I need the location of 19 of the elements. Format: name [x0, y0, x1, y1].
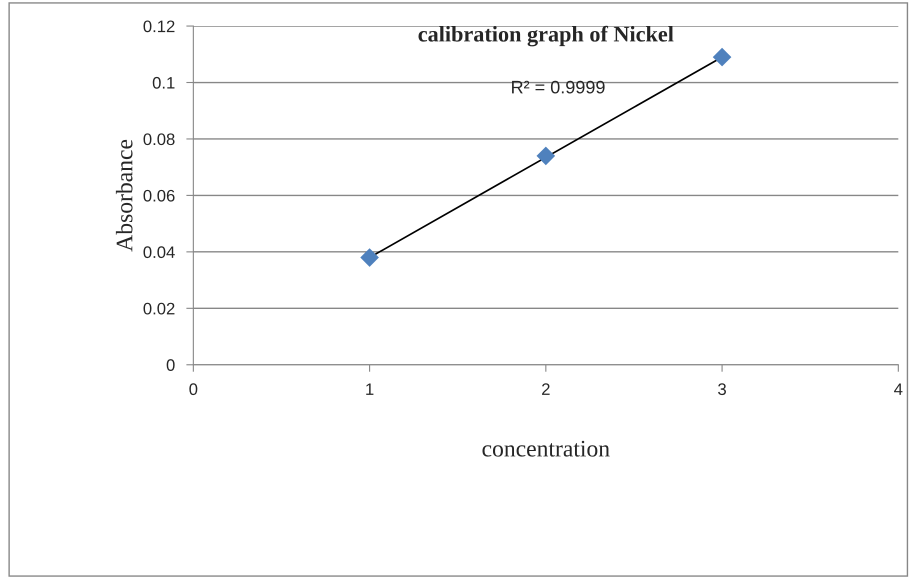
y-tick-label: 0.02: [144, 302, 174, 315]
y-tick-label: 0.08: [144, 133, 175, 146]
y-axis-title: Absorbance: [116, 140, 132, 252]
y-tick-label: 0.04: [144, 246, 175, 258]
point: [712, 48, 732, 66]
point: [360, 248, 379, 267]
chart-title: calibration graph of Nickel: [418, 26, 674, 46]
x-axis-title: concentration: [482, 440, 610, 457]
y-tick-label: 0: [166, 359, 175, 371]
point: [536, 146, 556, 166]
y-tick-label: 0.06: [144, 190, 175, 202]
x-tick-label: 4: [894, 383, 902, 395]
x-tick-label: 2: [542, 383, 550, 395]
y-tick-label: 0.1: [152, 76, 174, 89]
x-tick-label: 1: [366, 383, 374, 395]
x-tick-label: 0: [189, 383, 198, 396]
annotation: R² = 0.9999: [512, 80, 605, 94]
x-tick-label: 3: [718, 383, 726, 396]
y-tick-label: 0.12: [144, 20, 174, 32]
